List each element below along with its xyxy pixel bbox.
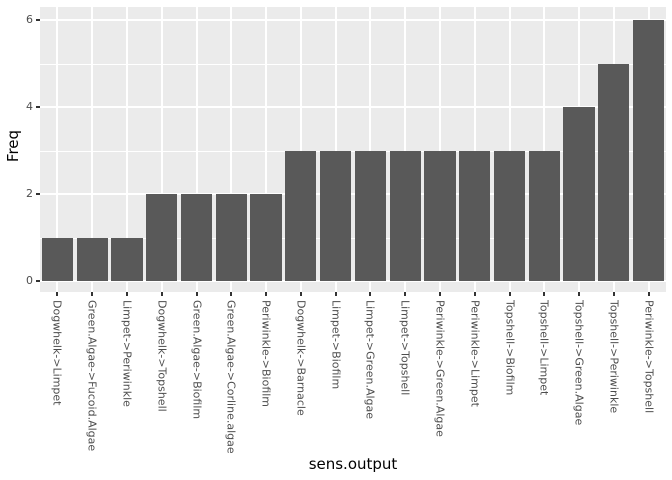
gridline-minor: [40, 237, 666, 239]
x-tick-label: Limpet->Topshell: [398, 300, 412, 396]
gridline-major-vertical: [369, 7, 372, 292]
x-tick-label: Periwinkle->Limpet: [468, 300, 482, 407]
x-tick-mark: [334, 292, 337, 296]
bar: [354, 150, 387, 281]
gridline-major-vertical: [265, 7, 268, 292]
x-tick-mark: [647, 292, 650, 296]
y-tick-label: 6: [26, 13, 33, 26]
bar: [76, 237, 108, 281]
x-tick-label: Topshell->Periwinkle: [607, 300, 621, 414]
x-tick-mark: [91, 292, 94, 296]
x-tick-mark: [473, 292, 476, 296]
y-tick-label: 0: [26, 274, 33, 287]
gridline-major-vertical: [508, 7, 511, 292]
gridline-major: [40, 193, 666, 195]
x-tick-mark: [578, 292, 581, 296]
gridline-minor: [40, 63, 666, 65]
x-tick-label: Limpet->Green.Algae: [363, 300, 377, 420]
gridline-major-vertical: [543, 7, 546, 292]
gridline-major-vertical: [334, 7, 337, 292]
x-tick-label: Dogwhelk->Barnacle: [294, 300, 308, 416]
x-tick-mark: [230, 292, 233, 296]
bar: [250, 194, 282, 281]
bar: [41, 237, 74, 281]
y-tick-label: 4: [26, 100, 33, 113]
x-tick-mark: [160, 292, 163, 296]
y-axis-title-area: Freq: [0, 0, 26, 292]
x-tick-label: Periwinkle->Topshell: [642, 300, 656, 414]
x-tick-label: Limpet->Biofilm: [329, 300, 343, 390]
y-axis-title: Freq: [4, 129, 22, 163]
x-axis-title: sens.output: [308, 455, 398, 473]
bar: [528, 150, 560, 281]
gridline-major-vertical: [125, 7, 128, 292]
bar: [459, 150, 491, 281]
bar: [285, 150, 317, 281]
gridline-major-vertical: [195, 7, 198, 292]
gridline-major-vertical: [438, 7, 441, 292]
gridline-major-vertical: [160, 7, 163, 292]
bar: [319, 150, 352, 281]
x-tick-mark: [125, 292, 128, 296]
x-tick-label: Topshell->Limpet: [537, 300, 551, 396]
gridline-major-vertical: [299, 7, 302, 292]
plot-panel: [40, 7, 666, 292]
x-tick-mark: [265, 292, 268, 296]
y-tick-mark: [36, 193, 40, 195]
gridline-major-vertical: [404, 7, 407, 292]
bar: [493, 150, 526, 281]
bar: [424, 150, 456, 281]
x-tick-label: Green.Algae->Biofilm: [190, 300, 203, 420]
x-tick-label: Topshell->Green.Algae: [572, 300, 586, 426]
x-tick-label: Topshell->Biofilm: [503, 300, 516, 396]
gridline-major-vertical: [230, 7, 233, 292]
gridline-major-vertical: [473, 7, 476, 292]
x-tick-mark: [56, 292, 59, 296]
x-tick-label: Dogwhelk->Topshell: [155, 300, 169, 412]
x-tick-mark: [195, 292, 198, 296]
x-tick-mark: [369, 292, 372, 296]
x-tick-mark: [404, 292, 407, 296]
y-tick-mark: [36, 19, 40, 21]
gridline-major: [40, 280, 666, 282]
bar: [180, 194, 213, 281]
bar: [111, 237, 143, 281]
x-tick-mark: [438, 292, 441, 296]
x-tick-mark: [612, 292, 615, 296]
bar: [215, 194, 247, 281]
x-tick-mark: [299, 292, 302, 296]
y-tick-mark: [36, 106, 40, 108]
bar: [598, 63, 630, 281]
bar: [563, 107, 595, 281]
x-tick-label: Periwinkle->Green.Algae: [433, 300, 447, 437]
bar: [146, 194, 178, 281]
gridline-major: [40, 19, 666, 21]
y-tick-label: 2: [26, 187, 33, 200]
x-tick-mark: [543, 292, 546, 296]
y-tick-mark: [36, 280, 40, 282]
gridline-minor: [40, 150, 666, 152]
gridline-major-vertical: [56, 7, 59, 292]
x-tick-label: Periwinkle->Biofilm: [259, 300, 273, 408]
gridline-major-vertical: [91, 7, 94, 292]
x-tick-label: Dogwhelk->Limpet: [50, 300, 64, 406]
x-tick-mark: [508, 292, 511, 296]
x-tick-label: Green.Algae->Corline.algae: [224, 300, 238, 454]
bar: [389, 150, 421, 281]
x-tick-label: Limpet->Periwinkle: [120, 300, 134, 407]
x-tick-label: Green.Algae->Fucoid.Algae: [85, 300, 99, 452]
gridline-major: [40, 106, 666, 108]
bar: [632, 20, 665, 281]
